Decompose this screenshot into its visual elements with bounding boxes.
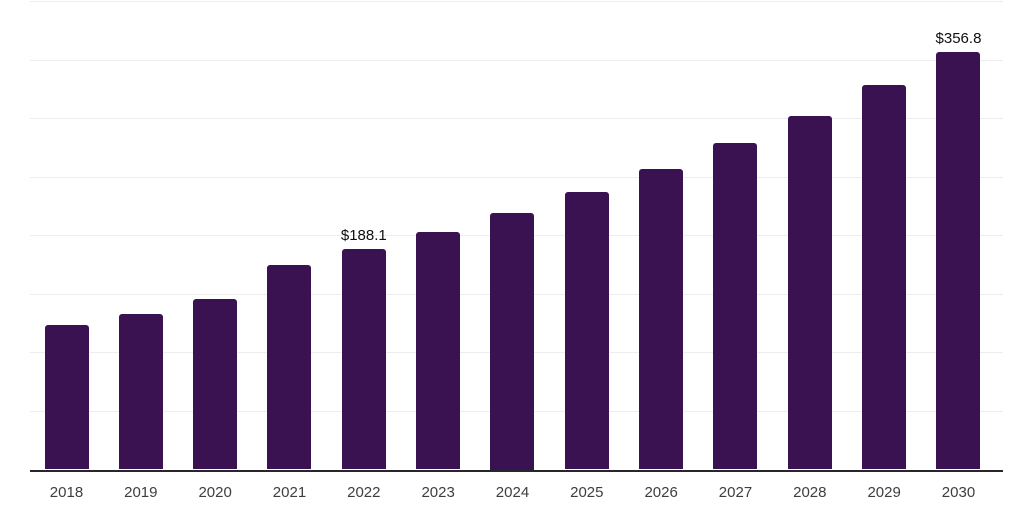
grid-line-250 xyxy=(30,177,1003,178)
x-tick-2024: 2024 xyxy=(495,484,530,501)
x-axis-line xyxy=(30,470,1003,472)
grid-line-400 xyxy=(30,1,1003,2)
grid-line-350 xyxy=(30,60,1003,61)
x-tick-2021: 2021 xyxy=(272,484,307,501)
x-tick-2020: 2020 xyxy=(198,484,232,501)
x-tick-2019: 2019 xyxy=(124,484,158,501)
bar-2023 xyxy=(416,231,461,470)
bar-2030 xyxy=(936,51,981,470)
x-tick-2029: 2029 xyxy=(867,484,901,501)
x-tick-2027: 2027 xyxy=(718,484,753,501)
data-label-2022: $188.1 xyxy=(340,227,387,245)
bar-2029 xyxy=(862,84,907,470)
grid-line-300 xyxy=(30,118,1003,119)
bar-2028 xyxy=(787,115,832,470)
x-tick-2018: 2018 xyxy=(49,484,84,501)
x-tick-2030: 2030 xyxy=(941,484,976,501)
bar-2020 xyxy=(193,299,238,470)
x-tick-2022: 2022 xyxy=(347,484,381,501)
x-tick-2023: 2023 xyxy=(421,484,455,501)
bar-2025 xyxy=(564,191,609,470)
bar-2022 xyxy=(341,249,386,470)
bar-2026 xyxy=(639,169,684,470)
bar-2027 xyxy=(713,143,758,470)
data-label-2030: $356.8 xyxy=(935,29,982,47)
bar-2019 xyxy=(118,314,163,470)
bar-2018 xyxy=(44,325,89,470)
bar-2021 xyxy=(267,265,312,470)
bar-2024 xyxy=(490,212,535,470)
x-tick-2025: 2025 xyxy=(570,484,604,501)
x-tick-2026: 2026 xyxy=(644,484,678,501)
x-tick-2028: 2028 xyxy=(793,484,827,501)
